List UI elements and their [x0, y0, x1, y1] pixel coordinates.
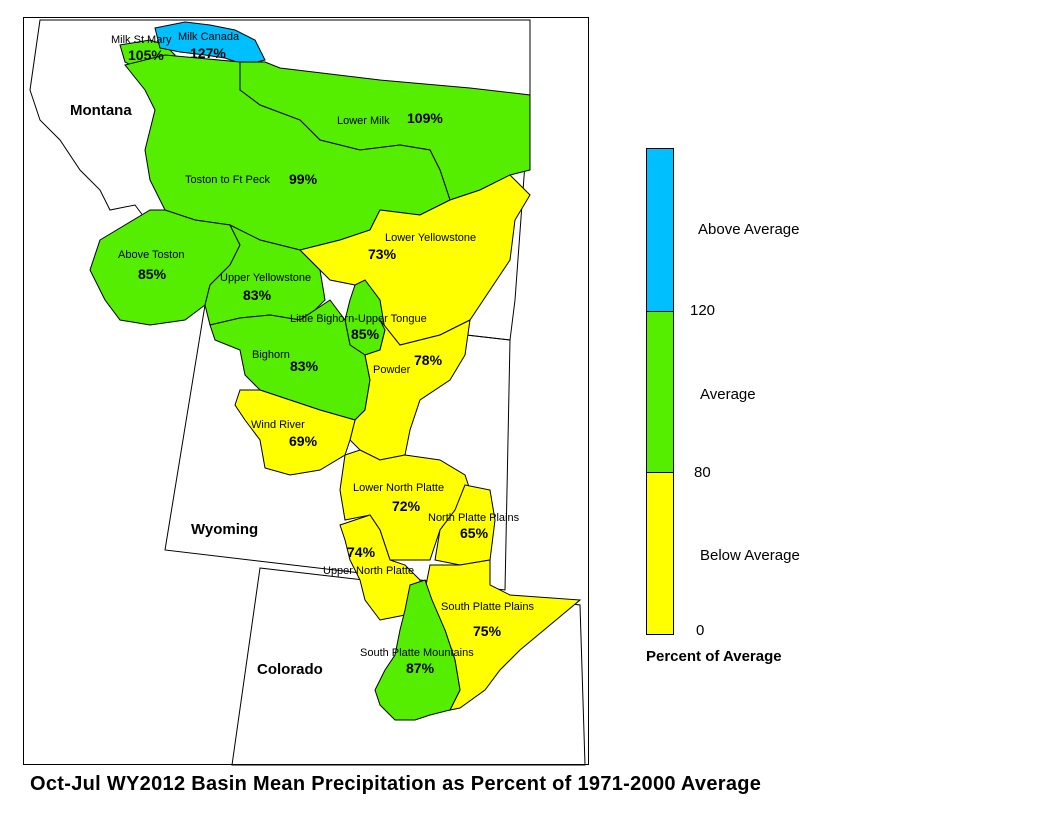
basin-percent-label: 83%: [243, 287, 272, 303]
legend-break-upper: 120: [690, 302, 716, 319]
basin-name-label: South Platte Mountains: [360, 647, 474, 659]
map-caption: Oct-Jul WY2012 Basin Mean Precipitation …: [30, 773, 762, 795]
basin-percent-label: 69%: [289, 433, 318, 449]
basin-percent-label: 109%: [407, 110, 443, 126]
basin-name-label: Little Bighorn-Upper Tongue: [290, 313, 427, 325]
basin-name-label: South Platte Plains: [441, 601, 534, 613]
basin-percent-label: 127%: [190, 45, 226, 61]
basins: [89, 21, 582, 721]
basin-labels: Milk St Mary 105% Milk Canada 127% Lower…: [111, 31, 534, 676]
basin-percent-label: 87%: [406, 660, 435, 676]
basin-south-platte-mountains[interactable]: [374, 579, 461, 721]
basin-percent-label: 83%: [290, 358, 319, 374]
basin-percent-label: 78%: [414, 352, 443, 368]
legend-label-above: Above Average: [698, 221, 800, 238]
basin-name-label: Upper North Platte: [323, 565, 414, 577]
state-labels: Montana Wyoming Colorado: [70, 102, 323, 678]
state-label-colorado: Colorado: [257, 661, 323, 678]
basin-name-label: Upper Yellowstone: [220, 272, 311, 284]
basin-percent-label: 75%: [473, 623, 502, 639]
basin-name-label: Lower Yellowstone: [385, 232, 476, 244]
legend-label-average: Average: [700, 386, 756, 403]
basin-name-label: Wind River: [251, 419, 305, 431]
legend-label-below: Below Average: [700, 547, 800, 564]
basin-percent-label: 65%: [460, 525, 489, 541]
legend-swatch-above: [647, 149, 673, 311]
basin-name-label: North Platte Plains: [428, 512, 520, 524]
legend-color-bar: [646, 148, 674, 635]
legend-break-lower: 80: [694, 464, 711, 481]
basin-name-label: Above Toston: [118, 249, 184, 261]
state-label-wyoming: Wyoming: [191, 521, 258, 538]
legend-break-zero: 0: [696, 622, 705, 639]
basin-name-label: Toston to Ft Peck: [185, 174, 270, 186]
legend-swatch-below: [647, 473, 673, 634]
basin-name-label: Milk St Mary: [111, 34, 172, 46]
state-label-montana: Montana: [70, 102, 132, 119]
basin-percent-label: 73%: [368, 246, 397, 262]
basin-percent-label: 85%: [138, 266, 167, 282]
legend-title: Percent of Average: [646, 648, 782, 665]
basin-name-label: Lower Milk: [337, 115, 390, 127]
basin-wind-river[interactable]: [234, 389, 356, 476]
basin-percent-label: 105%: [128, 47, 164, 63]
legend-swatch-average: [647, 311, 673, 473]
basin-name-label: Bighorn: [252, 349, 290, 361]
basin-percent-label: 72%: [392, 498, 421, 514]
basin-percent-label: 99%: [289, 171, 318, 187]
basin-name-label: Powder: [373, 364, 411, 376]
basin-name-label: Milk Canada: [178, 31, 240, 43]
basin-name-label: Lower North Platte: [353, 482, 444, 494]
basin-percent-label: 85%: [351, 326, 380, 342]
basin-percent-label: 74%: [347, 544, 376, 560]
